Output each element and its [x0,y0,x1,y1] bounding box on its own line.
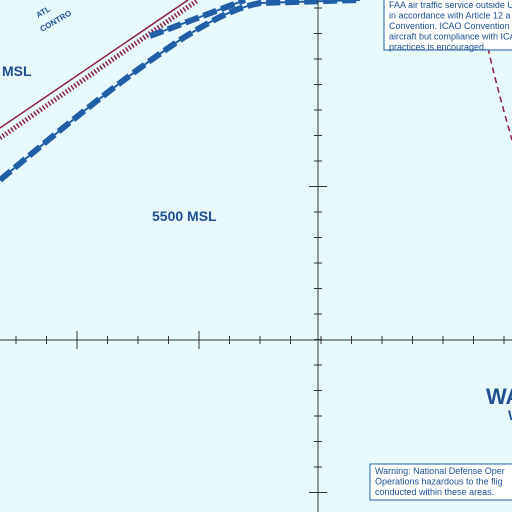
note-box [383,0,512,51]
note-line: FAA air traffic service outside U [389,0,512,10]
area-label: W [508,407,512,423]
altitude-label: MSL [2,63,32,79]
note-text: Warning: National Defense OperOperations… [375,466,505,497]
note-line: practices is encouraged. [389,42,487,52]
boundary-line [0,0,189,129]
note-line: conducted within these areas. [375,487,494,497]
note-text: FAA air traffic service outside Uin acco… [389,0,512,52]
class-boundary-dash [0,0,361,183]
note-line: Warning: National Defense Oper [375,466,505,476]
ticks [15,7,505,493]
note-box [369,463,512,501]
area-label: WA [486,384,512,409]
note-line: aircraft but compliance with ICA [389,32,512,42]
note-line: Operations hazardous to the flig [375,477,503,487]
class-boundary-dash [148,0,247,39]
adiz-line [487,47,512,141]
note-line: in accordance with Article 12 a [389,11,511,21]
note-line: Convention. ICAO Convention n [389,21,512,31]
altitude-label: 5500 MSL [152,208,217,224]
